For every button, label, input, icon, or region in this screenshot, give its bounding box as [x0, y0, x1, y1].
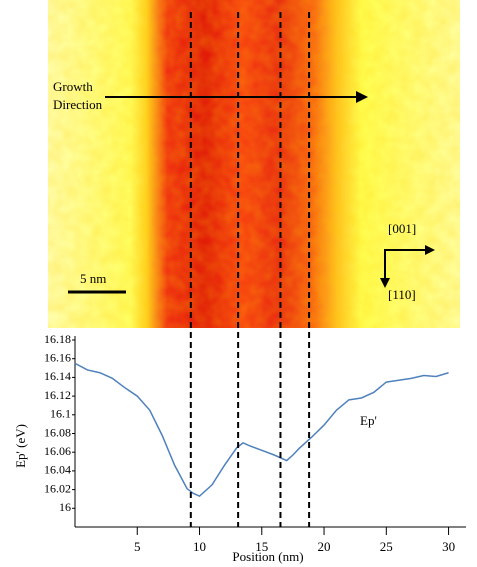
- y-tick-label: 16.08: [44, 425, 71, 439]
- y-tick-label: 16.18: [44, 332, 71, 346]
- x-tick-label: 10: [193, 539, 206, 554]
- y-tick-label: 16: [59, 500, 71, 514]
- scale-bar-label: 5 nm: [80, 271, 106, 286]
- x-tick-label: 5: [134, 539, 141, 554]
- y-tick-label: 16.04: [44, 463, 71, 477]
- series-label: Ep': [360, 413, 377, 428]
- x-tick-label: 30: [442, 539, 455, 554]
- y-tick-label: 16.06: [44, 444, 71, 458]
- growth-label: Direction: [53, 97, 103, 112]
- y-tick-label: 16.1: [50, 407, 71, 421]
- growth-label: Growth: [53, 79, 93, 94]
- data-line: [74, 362, 449, 498]
- arrow-head: [380, 278, 390, 288]
- x-axis-label: Position (nm): [232, 549, 303, 564]
- direction-label: [110]: [388, 287, 416, 302]
- arrow-head: [356, 91, 368, 103]
- y-tick-label: 16.14: [44, 369, 71, 383]
- arrow-head: [425, 245, 435, 255]
- x-tick-label: 15: [255, 539, 268, 554]
- y-tick-label: 16.16: [44, 350, 71, 364]
- map-texture: [48, 0, 460, 328]
- y-tick-label: 16.02: [44, 481, 71, 495]
- y-axis-label: Ep' (eV): [13, 424, 28, 468]
- x-tick-label: 20: [318, 539, 331, 554]
- direction-label: [001]: [388, 221, 416, 236]
- y-tick-label: 16.12: [44, 388, 71, 402]
- x-tick-label: 25: [380, 539, 393, 554]
